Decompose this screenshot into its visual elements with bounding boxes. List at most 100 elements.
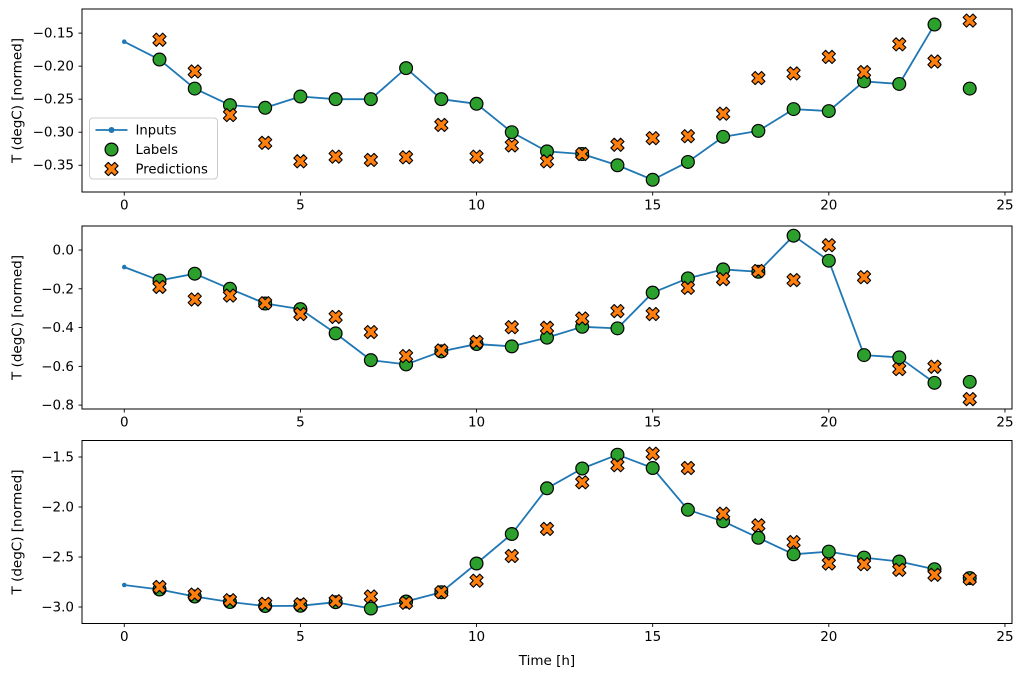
- prediction-marker: [575, 146, 590, 162]
- subplot-2: 0 5 10 15 20 25 0.0 −0.2 −0.4 −0.6 −0.8: [41, 225, 1014, 431]
- prediction-marker: [258, 296, 273, 311]
- prediction-marker: [187, 64, 202, 79]
- label-marker: [434, 92, 449, 107]
- y-tick-label: −2.0: [41, 500, 74, 516]
- prediction-marker: [892, 562, 907, 577]
- label-marker: [610, 158, 625, 173]
- prediction-marker: [610, 137, 625, 152]
- prediction-marker: [504, 548, 519, 564]
- prediction-marker: [504, 138, 519, 153]
- label-marker: [645, 461, 660, 476]
- input-point-dot: [121, 264, 127, 270]
- label-marker: [363, 92, 378, 107]
- prediction-marker: [539, 320, 555, 335]
- prediction-marker: [469, 573, 484, 588]
- label-marker: [575, 461, 590, 476]
- x-tick-label: 25: [996, 629, 1013, 645]
- x-tick-label: 25: [996, 415, 1013, 431]
- x-tick-label: 0: [120, 415, 129, 431]
- x-tick-label: 20: [820, 415, 837, 431]
- x-tick-label: 15: [644, 415, 661, 431]
- y-tick-label: −3.0: [41, 600, 74, 616]
- x-tick-label: 5: [296, 198, 305, 214]
- label-marker: [751, 530, 766, 545]
- subplot-1: 0 5 10 15 20 25 −0.15 −0.20 −0.25 −0.30 −0.35: [33, 8, 1014, 214]
- prediction-marker: [751, 263, 766, 279]
- prediction-marker: [751, 70, 766, 86]
- axes-border: [81, 440, 1013, 624]
- y-tick-label: −0.2: [41, 281, 74, 297]
- label-marker: [680, 154, 695, 169]
- label-marker: [892, 350, 907, 365]
- x-tick-label: 0: [120, 198, 129, 214]
- label-marker: [927, 375, 942, 390]
- label-marker: [786, 102, 801, 117]
- label-marker: [962, 81, 977, 96]
- prediction-marker: [152, 32, 167, 47]
- prediction-marker: [610, 303, 625, 319]
- prediction-marker: [363, 589, 378, 604]
- x-tick-label: 5: [296, 629, 305, 645]
- label-marker: [469, 556, 484, 571]
- prediction-marker: [892, 37, 907, 52]
- prediction-marker: [786, 534, 801, 550]
- legend-label-inputs: Inputs: [136, 124, 177, 139]
- x-tick-label: 0: [120, 629, 129, 645]
- legend-predictions-x: [104, 161, 119, 177]
- prediction-marker: [856, 557, 872, 572]
- label-marker: [399, 61, 414, 76]
- x-tick-label: 25: [996, 198, 1013, 214]
- prediction-marker: [821, 556, 836, 571]
- label-marker: [328, 326, 343, 341]
- y-tick-label: −0.6: [41, 359, 74, 375]
- label-marker: [293, 89, 308, 104]
- y-tick-label: −0.30: [33, 125, 74, 141]
- label-marker: [821, 544, 836, 559]
- prediction-marker: [962, 13, 977, 28]
- prediction-marker: [504, 320, 519, 335]
- axes-layer: 0 5 10 15 20 25−0.15−0.20−0.25−0.30−0.350 5 10 1…: [33, 8, 1014, 645]
- x-tick-label: 10: [468, 198, 485, 214]
- label-marker: [328, 92, 343, 107]
- label-marker: [645, 285, 660, 300]
- prediction-marker: [363, 152, 378, 168]
- label-marker: [469, 96, 484, 111]
- label-marker: [258, 100, 273, 115]
- y-tick-label: −0.15: [33, 26, 74, 42]
- prediction-marker: [575, 311, 590, 326]
- axes-border: [81, 8, 1013, 193]
- prediction-marker: [222, 107, 238, 123]
- prediction-marker: [434, 343, 449, 358]
- y-tick-label: −2.5: [41, 550, 74, 566]
- y-tick-label: −0.20: [33, 59, 74, 75]
- legend: Inputs Labels Predictions: [89, 117, 218, 180]
- label-marker: [892, 76, 907, 91]
- prediction-marker: [751, 518, 766, 533]
- y-axis-label-subplot-2: T (degC) [normed]: [10, 255, 26, 381]
- prediction-marker: [716, 271, 731, 287]
- legend-markers: [95, 127, 128, 177]
- prediction-marker: [821, 49, 836, 65]
- prediction-marker: [539, 154, 555, 169]
- legend-label-predictions: Predictions: [136, 163, 209, 178]
- prediction-marker: [328, 309, 343, 325]
- subplot-3: 0 5 10 15 20 25 −1.5 −2.0 −2.5 −3.0: [41, 440, 1014, 645]
- prediction-marker: [398, 595, 414, 610]
- prediction-marker: [680, 460, 696, 476]
- prediction-marker: [927, 567, 942, 582]
- label-marker: [962, 374, 977, 389]
- prediction-marker: [328, 149, 343, 164]
- x-tick-label: 10: [468, 629, 485, 645]
- label-marker: [786, 228, 801, 243]
- x-tick-label: 20: [820, 629, 837, 645]
- label-marker: [504, 526, 519, 541]
- prediction-marker: [645, 446, 660, 461]
- prediction-marker: [610, 458, 625, 473]
- label-marker: [187, 266, 202, 281]
- input-point-dot: [121, 582, 127, 588]
- prediction-marker: [293, 597, 308, 612]
- prediction-marker: [575, 475, 590, 490]
- x-tick-label: 5: [296, 415, 305, 431]
- prediction-marker: [222, 288, 238, 303]
